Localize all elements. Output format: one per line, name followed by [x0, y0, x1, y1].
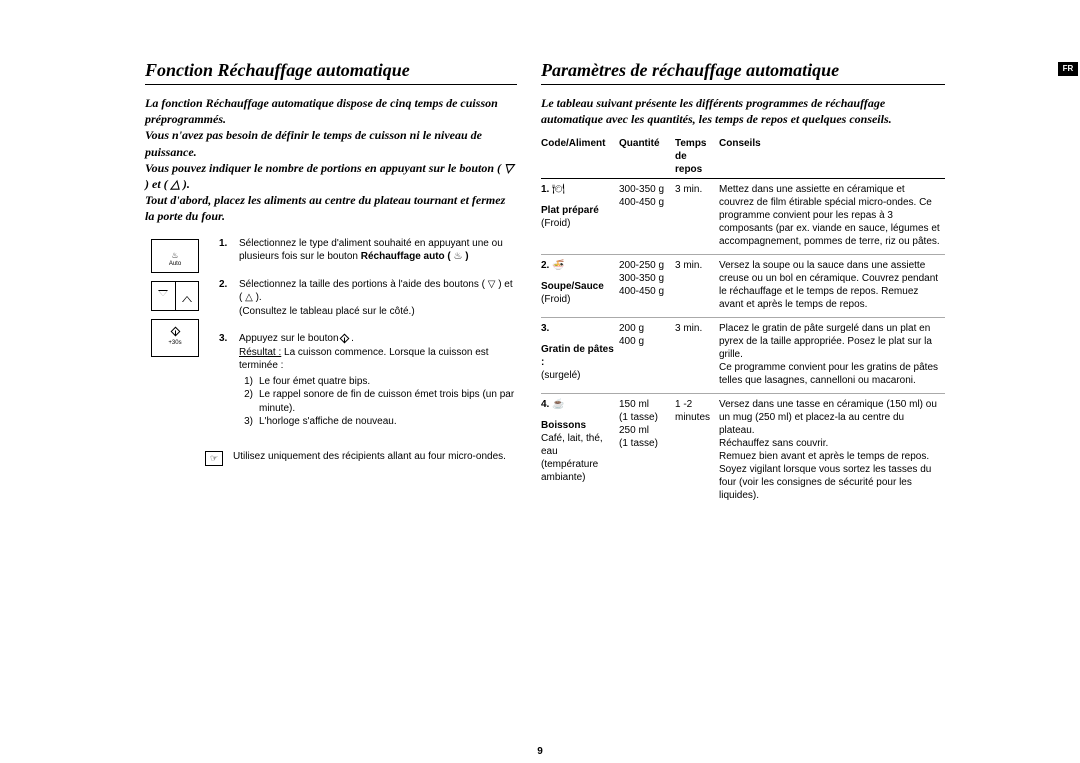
step-1-text-b: Réchauffage auto ( [361, 251, 454, 262]
steam-inline-icon: ♨ [454, 251, 463, 262]
steps-list: 1. Sélectionnez le type d'aliment souhai… [219, 237, 517, 443]
th-qty: Quantité [619, 135, 675, 179]
row-1-tips: Mettez dans une assiette en céramique et… [719, 179, 945, 255]
row-2-num: 2. [541, 260, 549, 271]
step-1-num: 1. [219, 237, 233, 264]
down-button-icon [152, 282, 176, 310]
sub-3-n: 3) [239, 415, 253, 429]
left-heading: Fonction Réchauffage automatique [145, 60, 517, 85]
auto-label: Auto [169, 260, 181, 268]
table-row: 3. Gratin de pâtes : (surgelé) 200 g 400… [541, 318, 945, 394]
step-3-num: 3. [219, 332, 233, 429]
rhombus-inline-icon [340, 334, 350, 344]
row-2-time: 3 min. [675, 255, 719, 318]
right-heading: Paramètres de réchauffage automatique [541, 60, 945, 85]
sub-1-t: Le four émet quatre bips. [259, 375, 370, 389]
table-row: 4. ☕ Boissons Café, lait, thé, eau (temp… [541, 394, 945, 509]
result-sublist: 1) Le four émet quatre bips. 2)Le rappel … [239, 375, 517, 429]
sub-3: 3) L'horloge s'affiche de nouveau. [239, 415, 517, 429]
row-2-qty: 200-250 g 300-350 g 400-450 g [619, 255, 675, 318]
row-1-sub: (Froid) [541, 217, 615, 230]
sub-1-n: 1) [239, 375, 253, 389]
row-4-tips: Versez dans une tasse en céramique (150 … [719, 394, 945, 509]
row-2-food: Soupe/Sauce [541, 280, 615, 293]
step-2-text-a: Sélectionnez la taille des portions à l'… [239, 279, 513, 304]
table-body: 1. 🍽 Plat préparé (Froid) 300-350 g 400-… [541, 179, 945, 509]
step-3-text-a: Appuyez sur le bouton [239, 333, 341, 344]
row-3-qty: 200 g 400 g [619, 318, 675, 394]
language-badge: FR [1058, 62, 1078, 76]
step-1: 1. Sélectionnez le type d'aliment souhai… [219, 237, 517, 264]
th-tips: Conseils [719, 135, 945, 179]
row-4-num: 4. [541, 399, 549, 410]
sub-2-n: 2) [239, 388, 253, 415]
table-row: 2. 🍜 Soupe/Sauce (Froid) 200-250 g 300-3… [541, 255, 945, 318]
left-column: Fonction Réchauffage automatique La fonc… [145, 60, 517, 720]
row-3-time: 3 min. [675, 318, 719, 394]
steps-block: ♨ Auto +30s 1. Sélectionnez le type [145, 237, 517, 443]
row-4-time: 1 -2 minutes [675, 394, 719, 509]
step-1-body: Sélectionnez le type d'aliment souhaité … [239, 237, 517, 264]
row-4-food: Boissons [541, 419, 615, 432]
row-4-qty: 150 ml (1 tasse) 250 ml (1 tasse) [619, 394, 675, 509]
row-3-num: 3. [541, 323, 549, 334]
row-3-tips: Placez le gratin de pâte surgelé dans un… [719, 318, 945, 394]
step-2-body: Sélectionnez la taille des portions à l'… [239, 278, 517, 319]
rhombus-icon [170, 327, 180, 337]
row-2-sub: (Froid) [541, 293, 615, 306]
step-3: 3. Appuyez sur le bouton . Résultat : La… [219, 332, 517, 429]
start-button-icon: +30s [151, 319, 199, 357]
up-button-icon [176, 282, 199, 310]
right-intro: Le tableau suivant présente les différen… [541, 95, 945, 127]
left-intro: La fonction Réchauffage automatique disp… [145, 95, 517, 225]
plate-icon: 🍽 [552, 184, 565, 195]
auto-reheat-button-icon: ♨ Auto [151, 239, 199, 273]
result-label: Résultat : [239, 347, 281, 358]
th-time: Temps de repos [675, 135, 719, 179]
note-row: ☞ Utilisez uniquement des récipients all… [205, 451, 517, 466]
row-3-food: Gratin de pâtes : [541, 343, 615, 369]
step-3-body: Appuyez sur le bouton . Résultat : La cu… [239, 332, 517, 429]
portion-buttons-icon [151, 281, 199, 311]
row-4-sub: Café, lait, thé, eau (température ambian… [541, 432, 615, 484]
note-icon: ☞ [205, 451, 223, 466]
sub-2-t: Le rappel sonore de fin de cuisson émet … [259, 388, 517, 415]
reheat-table: Code/Aliment Quantité Temps de repos Con… [541, 135, 945, 508]
step-1-text-c: ) [465, 251, 468, 262]
th-code: Code/Aliment [541, 135, 619, 179]
cup-icon: ☕ [552, 399, 564, 410]
button-illustrations: ♨ Auto +30s [145, 237, 205, 443]
bowl-icon: 🍜 [552, 260, 564, 271]
step-2-text-b: (Consultez le tableau placé sur le côté.… [239, 306, 415, 317]
row-1-qty: 300-350 g 400-450 g [619, 179, 675, 255]
row-1-food: Plat préparé [541, 204, 615, 217]
step-2-num: 2. [219, 278, 233, 319]
th-time-1: Temps [675, 138, 707, 149]
page-number: 9 [537, 746, 543, 757]
sub-2: 2)Le rappel sonore de fin de cuisson éme… [239, 388, 517, 415]
right-column: Paramètres de réchauffage automatique Le… [541, 60, 945, 720]
note-text: Utilisez uniquement des récipients allan… [233, 451, 506, 462]
row-2-tips: Versez la soupe ou la sauce dans une ass… [719, 255, 945, 318]
row-1-time: 3 min. [675, 179, 719, 255]
sub-3-t: L'horloge s'affiche de nouveau. [259, 415, 397, 429]
start-sub-label: +30s [168, 339, 181, 347]
table-row: 1. 🍽 Plat préparé (Froid) 300-350 g 400-… [541, 179, 945, 255]
page-container: Fonction Réchauffage automatique La fonc… [145, 60, 945, 720]
row-1-num: 1. [541, 184, 549, 195]
row-3-sub: (surgelé) [541, 369, 615, 382]
sub-1: 1) Le four émet quatre bips. [239, 375, 517, 389]
th-time-2: de repos [675, 151, 702, 175]
step-2: 2. Sélectionnez la taille des portions à… [219, 278, 517, 319]
